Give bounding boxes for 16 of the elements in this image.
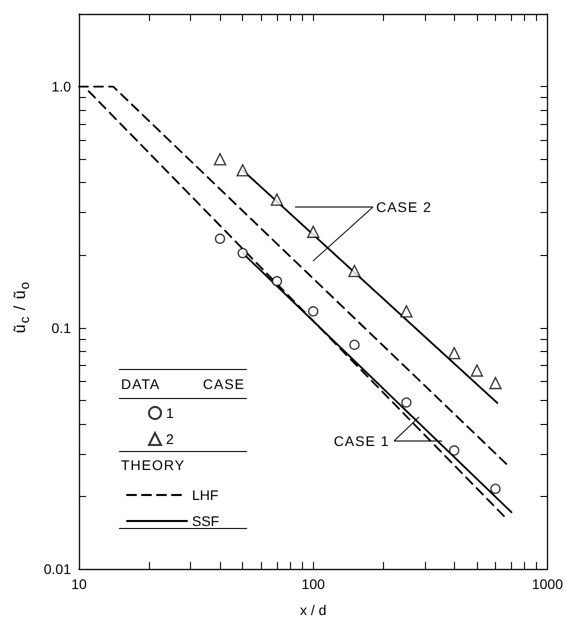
y-tick-label: 0.1 [52, 320, 72, 336]
x-tick-label: 10 [71, 576, 87, 592]
annotation: DATA [121, 376, 160, 392]
legend-label: 2 [166, 431, 174, 447]
legend-label: SSF [192, 513, 220, 529]
annotation: THEORY [120, 456, 186, 475]
y-tick-label: 1.0 [52, 78, 72, 95]
annotation: CASE [202, 376, 245, 392]
x-axis-title: x / d [300, 602, 326, 618]
x-tick-label: 1000 [532, 576, 564, 592]
y-tick-label: 0.01 [44, 561, 72, 577]
x-tick-label: 100 [302, 576, 326, 592]
legend-label: LHF [192, 487, 218, 503]
legend-label: 1 [166, 405, 174, 421]
annotation: CASE 2 [376, 199, 432, 216]
annotation: CASE 1 [334, 433, 390, 450]
